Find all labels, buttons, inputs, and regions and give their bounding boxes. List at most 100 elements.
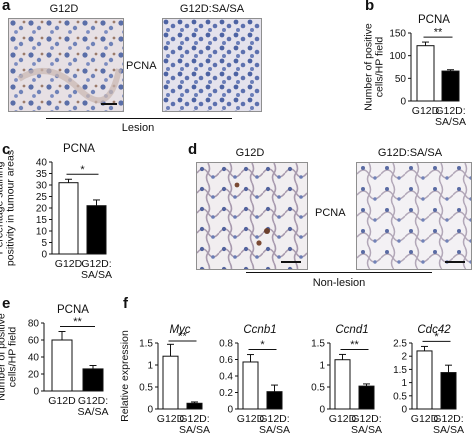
category-label-f-ccnd1-2: SA/SA (351, 424, 382, 433)
scale-bar-a-left (101, 103, 117, 105)
significance-marker-b: ** (434, 27, 443, 39)
category-label-b-2: G12D: (435, 105, 465, 117)
y-axis-label-c: Percentage staining (0, 161, 6, 254)
micrograph-a-g12d-sasa-texture (163, 19, 261, 111)
micrograph-d-g12d-sasa (356, 162, 472, 270)
panel-letter-b: b (365, 0, 375, 14)
significance-marker-e: ** (73, 316, 82, 328)
category-label-f-cdc42-1: G12D (411, 413, 439, 425)
y-tick-label-f-myc: 1 (147, 361, 153, 372)
chart-title-f-ccnb1: Ccnb1 (243, 324, 276, 336)
category-label-f-cdc42-2: G12D: (433, 413, 463, 425)
panel-d-right-title: G12D:SA/SA (377, 147, 443, 159)
panel-letter-f: f (123, 295, 128, 312)
y-tick-label-c: 25 (36, 192, 48, 203)
y-tick-label-f-ccnb1: 0.2 (219, 388, 233, 399)
panel-a-left-title: G12D (49, 3, 79, 15)
y-tick-label-f-cdc42: 2 (401, 352, 407, 363)
chart-title-b: PCNA (418, 14, 450, 26)
bar-f-ccnb1-1 (242, 361, 259, 410)
y-tick-label-e: 80 (28, 319, 40, 330)
bar-f-myc-1 (162, 355, 179, 410)
panel-letter-c: c (2, 141, 11, 158)
panel-a-group-line (46, 118, 232, 119)
category-label-c-2: SA/SA (81, 269, 112, 281)
category-label-f-ccnb1-2: G12D: (259, 413, 289, 425)
significance-marker-f-ccnd1: ** (350, 339, 359, 351)
y-tick-label-f-cdc42: 0.5 (393, 391, 407, 402)
bar-c-1 (58, 182, 79, 255)
scale-bar-d-right (445, 261, 465, 263)
y-tick-label-f-ccnd1: 1 (319, 361, 325, 372)
category-label-f-myc-2: G12D: (179, 413, 209, 425)
y-axis-label-b: cells/HP field (374, 37, 386, 98)
y-axis-label-c: positivity in tumour areas (5, 150, 17, 266)
y-tick-label-c: 0 (41, 250, 47, 261)
y-tick-label-f-cdc42: 2.5 (393, 339, 407, 350)
y-tick-label-c: 10 (36, 227, 48, 238)
bar-f-ccnd1-2 (358, 385, 375, 410)
y-tick-label-c: 20 (36, 204, 48, 215)
category-label-f-ccnd1-1: G12D (329, 413, 357, 425)
significance-marker-f-myc: ** (178, 331, 187, 343)
y-tick-label-f-cdc42: 0 (401, 405, 407, 416)
significance-marker-f-cdc42: * (434, 331, 439, 343)
micrograph-d-g12d (196, 162, 308, 270)
chart-title-f-cdc42: Cdc42 (417, 324, 451, 336)
y-axis-label-e: cells/HP field (7, 327, 19, 388)
y-tick-label-f-cdc42: 1 (401, 378, 407, 389)
y-tick-label-f-myc: 0.5 (139, 383, 153, 394)
bar-f-ccnb1-2 (266, 391, 283, 410)
bar-c-2 (86, 205, 107, 255)
y-tick-label-f-ccnb1: 0 (227, 405, 233, 416)
bar-f-ccnd1-1 (334, 359, 351, 410)
category-label-c-1: G12D (55, 258, 83, 270)
y-tick-label-f-myc: 0 (147, 405, 153, 416)
category-label-f-ccnb1-2: SA/SA (259, 424, 290, 433)
category-label-b-2: SA/SA (435, 116, 466, 128)
y-axis-label-b: Number of positive (363, 23, 375, 111)
category-label-b-1: G12D (412, 105, 440, 117)
y-tick-label-f-ccnb1: 0.6 (219, 355, 233, 366)
y-tick-label-e: 20 (28, 370, 40, 381)
chart-title-e: PCNA (57, 304, 89, 316)
micrograph-a-g12d-sasa (162, 18, 262, 112)
y-tick-label-e: 0 (33, 387, 39, 398)
category-label-f-ccnd1-2: G12D: (351, 413, 381, 425)
panel-a-right-title: G12D:SA/SA (179, 3, 245, 15)
micrograph-d-g12d-sasa-texture (357, 163, 471, 269)
significance-marker-f-ccnb1: * (260, 339, 265, 351)
y-tick-label-f-ccnd1: 0 (319, 405, 325, 416)
category-label-c-2: G12D: (81, 258, 111, 270)
y-tick-label-e: 60 (28, 336, 40, 347)
panel-d-group-line (246, 272, 432, 273)
panel-letter-a: a (2, 0, 11, 14)
bar-f-cdc42-1 (416, 350, 433, 410)
y-tick-label-e: 40 (28, 353, 40, 364)
chart-title-f-ccnd1: Ccnd1 (335, 324, 368, 336)
y-tick-label-c: 15 (36, 215, 48, 226)
significance-marker-c: * (80, 164, 85, 176)
y-tick-label-c: 30 (36, 181, 48, 192)
category-label-e-2: G12D: (78, 395, 108, 407)
category-label-f-myc-1: G12D (157, 413, 185, 425)
category-label-e-1: G12D (48, 395, 76, 407)
y-tick-label-b: 100 (389, 51, 406, 62)
bar-b-1 (416, 45, 435, 102)
panel-a-stain-label: PCNA (126, 60, 157, 72)
category-label-f-myc-2: SA/SA (179, 424, 210, 433)
y-tick-label-c: 5 (41, 238, 47, 249)
micrograph-d-g12d-texture (197, 163, 307, 269)
y-tick-label-c: 40 (36, 158, 48, 169)
scale-bar-d-left (281, 261, 301, 263)
panel-d-stain-label: PCNA (315, 207, 346, 219)
panel-a-group-label: Lesion (121, 122, 155, 134)
chart-title-f-myc: Myc (169, 324, 190, 336)
panel-letter-d: d (188, 141, 198, 158)
y-tick-label-b: 0 (400, 97, 406, 108)
bar-f-cdc42-2 (440, 372, 457, 410)
y-tick-label-f-ccnb1: 0.8 (219, 339, 233, 350)
y-tick-label-f-myc: 1.5 (139, 339, 153, 350)
micrograph-a-g12d (8, 18, 124, 112)
